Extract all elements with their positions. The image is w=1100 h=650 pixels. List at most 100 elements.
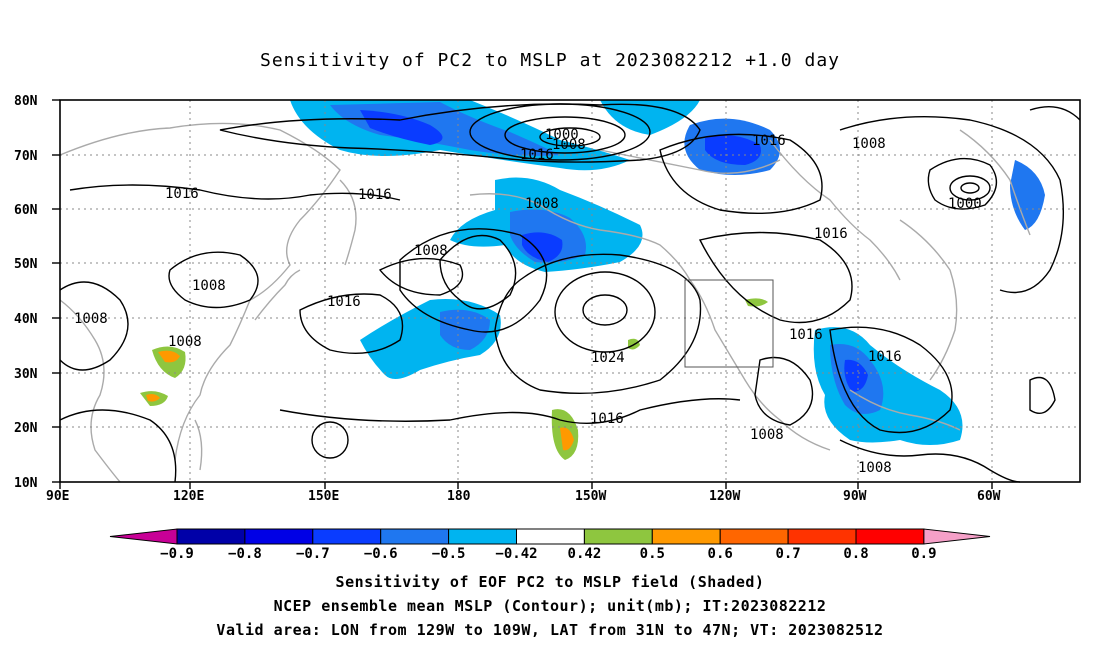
coast-hudson	[769, 139, 901, 281]
shade-epac-core	[844, 359, 868, 392]
contour-label: 1008	[192, 278, 226, 294]
colorbar-swatch	[380, 528, 450, 545]
contour-asia-south	[59, 409, 177, 483]
contour-arctic-outer	[219, 103, 701, 163]
coast-japan	[254, 269, 301, 321]
valid-area-box	[684, 279, 774, 368]
colorbar-label: −0.5	[432, 546, 466, 562]
contour-asia-left	[59, 281, 129, 371]
lat-label: 60N	[14, 203, 38, 218]
contour-pacific-high-outer	[494, 253, 702, 395]
contour-na-1008	[754, 356, 814, 426]
map-frame	[59, 99, 1081, 483]
caption-line-2: NCEP ensemble mean MSLP (Contour); unit(…	[273, 597, 827, 615]
contour-label: 1000	[545, 127, 579, 143]
mslp-contours	[59, 103, 1081, 483]
colorbar-label: 0.9	[911, 546, 936, 562]
lat-label: 20N	[14, 421, 38, 436]
contour-label: 1008	[858, 460, 892, 476]
lon-axis: 90E 120E 150E 180 150W 120W 90W 60W	[46, 489, 1001, 504]
contour-asia-1016	[69, 184, 401, 201]
contour-label: 1016	[752, 133, 786, 149]
contour-label: 1008	[552, 137, 586, 153]
contour-label: 1008	[414, 243, 448, 259]
contour-pacific-high-2	[582, 294, 628, 326]
colorbar-swatch	[176, 528, 246, 545]
coast-na-west	[689, 279, 831, 451]
contour-label: 1008	[168, 334, 202, 350]
colorbar-label: 0.5	[640, 546, 665, 562]
lat-label: 80N	[14, 94, 38, 109]
contour-arctic-low-3	[539, 127, 601, 147]
contour-pacific-high-1	[554, 271, 656, 353]
colorbar-label: −0.9	[160, 546, 194, 562]
contour-east-1000-a	[927, 157, 998, 210]
contour-label: 1016	[520, 147, 554, 163]
lon-label: 90E	[46, 489, 69, 504]
caption-line-1: Sensitivity of EOF PC2 to MSLP field (Sh…	[335, 573, 765, 591]
contour-bering-low	[439, 234, 517, 310]
lon-label: 90W	[843, 489, 867, 504]
contour-east-1000-b	[949, 175, 991, 201]
coastlines	[59, 122, 1031, 483]
colorbar-label: −0.7	[296, 546, 330, 562]
contour-far-east	[1029, 106, 1081, 121]
colorbar-swatch	[855, 528, 925, 545]
contour-label: 1016	[358, 187, 392, 203]
coast-asia-west	[59, 299, 121, 483]
colorbar-label: 0.8	[843, 546, 868, 562]
colorbar-label: 0.6	[708, 546, 733, 562]
colorbar-swatch	[312, 528, 382, 545]
contour-label: 1016	[814, 226, 848, 242]
contour-label: 1016	[590, 411, 624, 427]
contour-mid-1008	[378, 257, 464, 296]
shade-pos-china2-core	[146, 394, 160, 402]
lon-label: 150E	[308, 489, 339, 504]
contour-label: 1016	[868, 349, 902, 365]
lat-label: 40N	[14, 312, 38, 327]
colorbar-label: −0.8	[228, 546, 262, 562]
contour-subtropical	[279, 398, 741, 424]
contour-far-east-low	[1029, 376, 1056, 414]
contour-arctic-low-2	[504, 116, 626, 154]
contour-label: 1008	[525, 196, 559, 212]
colorbar-label: −0.42	[495, 546, 537, 562]
lon-label: 120W	[709, 489, 740, 504]
coast-kamchatka	[339, 179, 357, 266]
contour-label-layer: 1000 1008 1016 1016 1008 1016 1016 1008 …	[74, 127, 982, 476]
lat-axis: 80N 70N 60N 50N 40N 30N 20N 10N	[14, 94, 38, 491]
lon-label: 150W	[575, 489, 606, 504]
colorbar-swatch	[448, 528, 518, 545]
coast-arctic-islands	[599, 149, 781, 174]
shade-canada-core	[705, 135, 761, 165]
shaded-sensitivity	[140, 100, 1045, 460]
caption-line-3: Valid area: LON from 129W to 109W, LAT f…	[216, 621, 884, 639]
shade-far-right	[1010, 160, 1045, 230]
lon-label: 180	[447, 489, 471, 504]
colorbar-high-extension	[923, 528, 991, 545]
map-title: Sensitivity of PC2 to MSLP at 2023082212…	[259, 50, 840, 71]
contour-label: 1008	[750, 427, 784, 443]
gridlines	[60, 100, 1080, 482]
contour-east-1008	[839, 115, 1064, 294]
shade-wpac-inner	[440, 309, 490, 350]
coast-greenland	[959, 129, 1031, 236]
contour-label: 1024	[591, 350, 625, 366]
coast-asia-north	[59, 122, 341, 461]
colorbar-label: 0.7	[775, 546, 800, 562]
colorbar-swatch	[244, 528, 314, 545]
contour-label: 1008	[74, 311, 108, 327]
contour-asia-1008	[168, 251, 259, 309]
colorbar: −0.9 −0.8 −0.7 −0.6 −0.5 −0.42 0.42 0.5 0.6 0.7 0.…	[109, 528, 991, 562]
colorbar-label: 0.42	[568, 546, 602, 562]
shade-bering-core	[522, 232, 563, 262]
contour-label: 1016	[327, 294, 361, 310]
colorbar-swatch	[719, 528, 789, 545]
contour-east-1000-c	[960, 182, 980, 194]
lon-label: 120E	[173, 489, 204, 504]
colorbar-swatch	[787, 528, 857, 545]
contour-gulf-1016	[829, 326, 953, 434]
contour-wpac-1016	[299, 293, 404, 355]
coast-alaska	[469, 193, 691, 281]
colorbar-low-extension	[109, 528, 178, 545]
